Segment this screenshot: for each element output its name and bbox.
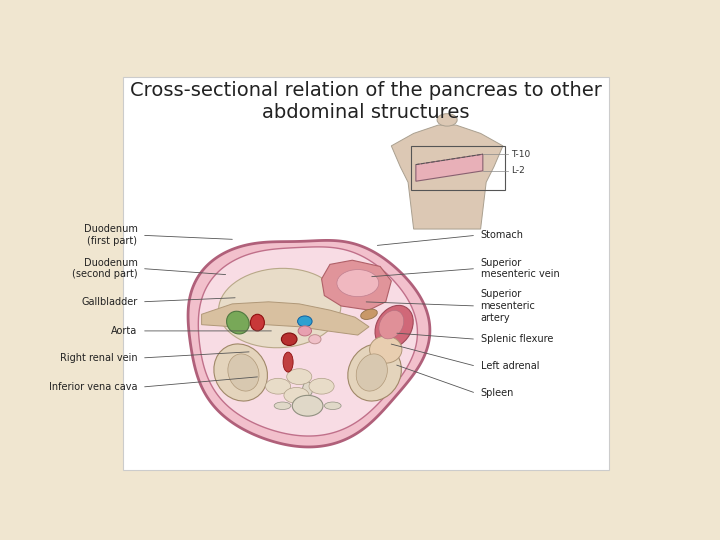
Text: Spleen: Spleen bbox=[481, 388, 514, 399]
Ellipse shape bbox=[214, 344, 267, 401]
Ellipse shape bbox=[287, 369, 312, 384]
Text: Duodenum
(second part): Duodenum (second part) bbox=[72, 258, 138, 279]
Ellipse shape bbox=[282, 333, 297, 346]
Ellipse shape bbox=[324, 402, 341, 409]
Ellipse shape bbox=[375, 306, 413, 348]
Ellipse shape bbox=[361, 309, 377, 320]
Text: Superior
mesenteric vein: Superior mesenteric vein bbox=[481, 258, 559, 279]
Ellipse shape bbox=[292, 395, 323, 416]
Polygon shape bbox=[392, 125, 503, 229]
FancyBboxPatch shape bbox=[124, 77, 609, 470]
Text: Splenic flexure: Splenic flexure bbox=[481, 334, 553, 344]
Ellipse shape bbox=[348, 344, 401, 401]
Text: Stomach: Stomach bbox=[481, 230, 523, 240]
Polygon shape bbox=[322, 260, 392, 310]
Ellipse shape bbox=[309, 335, 321, 344]
Polygon shape bbox=[198, 247, 418, 436]
Ellipse shape bbox=[266, 379, 291, 394]
Text: Inferior vena cava: Inferior vena cava bbox=[49, 382, 138, 392]
Ellipse shape bbox=[251, 314, 264, 331]
Circle shape bbox=[298, 326, 312, 336]
Text: Cross-sectional relation of the pancreas to other
abdominal structures: Cross-sectional relation of the pancreas… bbox=[130, 82, 602, 123]
Ellipse shape bbox=[369, 336, 402, 363]
Ellipse shape bbox=[274, 402, 291, 409]
Circle shape bbox=[297, 316, 312, 327]
Ellipse shape bbox=[227, 311, 249, 334]
Text: Duodenum
(first part): Duodenum (first part) bbox=[84, 225, 138, 246]
Ellipse shape bbox=[309, 379, 334, 394]
Ellipse shape bbox=[337, 269, 379, 296]
Polygon shape bbox=[188, 240, 430, 447]
Ellipse shape bbox=[356, 354, 387, 391]
Ellipse shape bbox=[379, 310, 404, 339]
Text: Left adrenal: Left adrenal bbox=[481, 361, 539, 372]
Text: Superior
mesenteric
artery: Superior mesenteric artery bbox=[481, 289, 536, 322]
Text: Gallbladder: Gallbladder bbox=[81, 297, 138, 307]
Ellipse shape bbox=[283, 352, 293, 372]
Text: Right renal vein: Right renal vein bbox=[60, 353, 138, 363]
Ellipse shape bbox=[302, 382, 312, 396]
Text: L-2: L-2 bbox=[510, 166, 524, 176]
Ellipse shape bbox=[284, 388, 309, 403]
Ellipse shape bbox=[228, 354, 259, 391]
Polygon shape bbox=[202, 302, 369, 335]
Text: T-10: T-10 bbox=[510, 150, 530, 159]
Polygon shape bbox=[416, 154, 483, 181]
Ellipse shape bbox=[219, 268, 341, 348]
Ellipse shape bbox=[437, 113, 457, 126]
Text: Aorta: Aorta bbox=[111, 326, 138, 336]
